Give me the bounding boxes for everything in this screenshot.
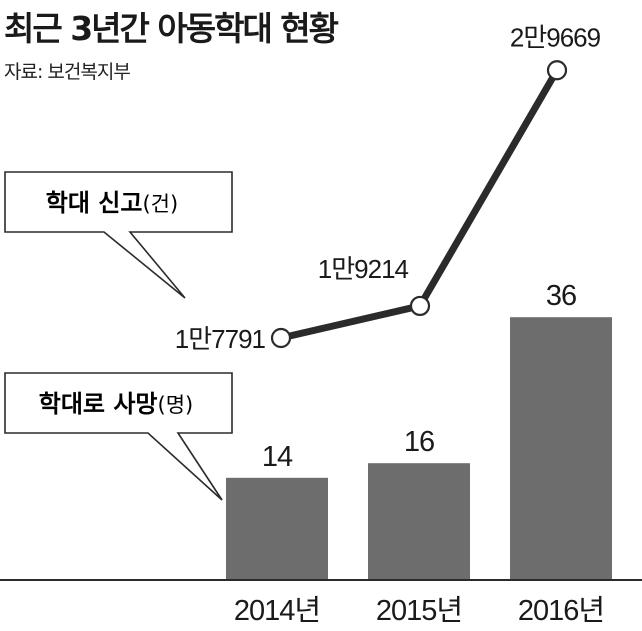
- bar-0: [226, 477, 328, 580]
- chart-title: 최근 3년간 아동학대 현황: [4, 9, 339, 48]
- bar-value-label-1: 16: [404, 426, 434, 458]
- bars-layer: 14 16 36: [226, 280, 612, 580]
- line-value-label-0: 1만7791: [175, 324, 266, 354]
- bar-1: [368, 463, 470, 580]
- bar-value-label-2: 36: [546, 280, 576, 312]
- bar-value-label-0: 14: [262, 441, 293, 473]
- callout-deaths-label: 학대로 사망: [39, 390, 158, 418]
- callout-reports: 학대 신고(건): [4, 171, 233, 299]
- callout-reports-label: 학대 신고: [46, 189, 143, 217]
- callout-deaths: 학대로 사망(명): [4, 372, 233, 501]
- line-layer: 1만7791 1만9214 2만9669: [175, 22, 602, 354]
- line-point-2: [546, 60, 568, 81]
- callout-reports-unit: (건): [142, 192, 178, 216]
- x-axis-ticks: 2014년 2015년 2016년: [234, 595, 605, 627]
- callout-deaths-unit: (명): [158, 393, 194, 417]
- x-tick-label-2: 2016년: [518, 595, 604, 627]
- line-value-label-2: 2만9669: [510, 22, 601, 52]
- bar-2: [510, 317, 612, 580]
- x-tick-label-0: 2014년: [234, 595, 320, 627]
- chart-source: 자료: 보건복지부: [4, 61, 131, 83]
- x-tick-label-1: 2015년: [376, 595, 462, 627]
- line-value-label-1: 1만9214: [318, 254, 409, 284]
- line-point-1: [409, 295, 431, 317]
- svg-text:학대로 사망(명): 학대로 사망(명): [39, 390, 193, 418]
- svg-text:학대 신고(건): 학대 신고(건): [46, 189, 178, 217]
- line-point-0: [270, 327, 292, 349]
